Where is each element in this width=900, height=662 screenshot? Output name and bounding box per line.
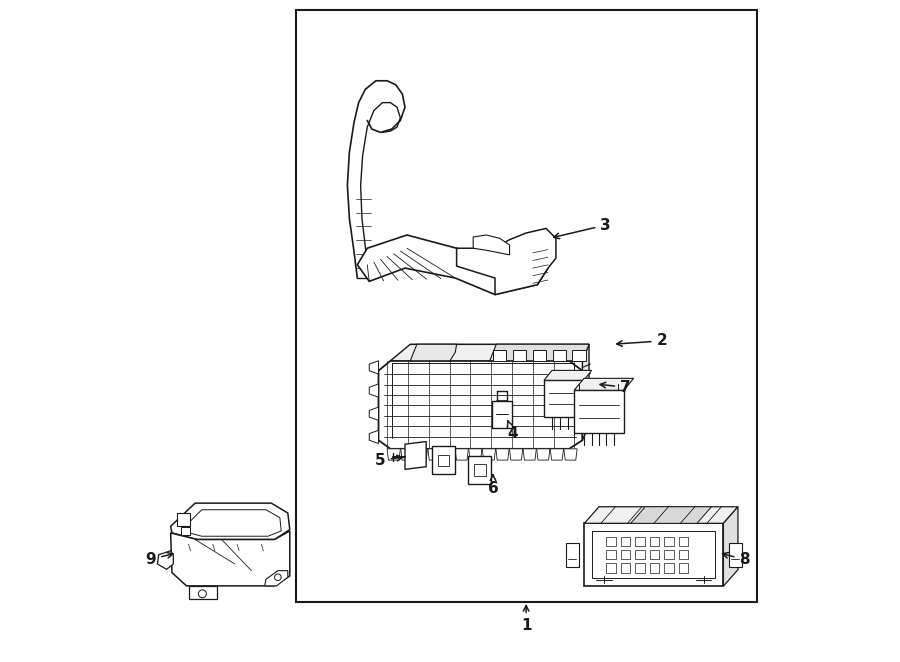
Bar [680, 537, 688, 546]
Polygon shape [357, 235, 548, 295]
Text: 7: 7 [600, 380, 631, 395]
Bar [621, 537, 630, 546]
Circle shape [198, 590, 206, 598]
Polygon shape [468, 456, 491, 484]
Bar [607, 537, 616, 546]
Polygon shape [405, 442, 427, 469]
Bar [621, 550, 630, 559]
Polygon shape [536, 449, 550, 460]
Polygon shape [572, 350, 586, 361]
Bar [607, 563, 616, 573]
Polygon shape [729, 543, 742, 567]
Text: 5: 5 [375, 453, 402, 467]
Bar [607, 550, 616, 559]
Polygon shape [455, 449, 468, 460]
Bar [635, 563, 644, 573]
Polygon shape [550, 449, 563, 460]
Polygon shape [513, 350, 526, 361]
Text: 2: 2 [616, 334, 667, 348]
Polygon shape [582, 344, 589, 440]
Polygon shape [456, 228, 556, 295]
Polygon shape [574, 379, 634, 391]
Text: 6: 6 [488, 475, 499, 496]
Polygon shape [391, 344, 589, 361]
Bar [664, 537, 674, 546]
Bar [680, 563, 688, 573]
Polygon shape [400, 449, 414, 460]
Polygon shape [491, 401, 511, 428]
Polygon shape [523, 449, 536, 460]
Polygon shape [544, 380, 584, 417]
Bar [635, 550, 644, 559]
Polygon shape [473, 235, 509, 255]
Polygon shape [171, 503, 290, 540]
Polygon shape [496, 449, 509, 460]
Polygon shape [171, 531, 290, 586]
Polygon shape [469, 449, 482, 460]
Polygon shape [442, 449, 454, 460]
Bar [181, 527, 191, 535]
Polygon shape [432, 446, 455, 474]
Bar [650, 563, 659, 573]
Polygon shape [584, 507, 738, 523]
Bar [650, 537, 659, 546]
Text: 9: 9 [146, 552, 173, 567]
Circle shape [274, 574, 281, 581]
Text: 4: 4 [508, 420, 518, 441]
Polygon shape [428, 449, 441, 460]
Text: 8: 8 [723, 552, 750, 567]
Polygon shape [369, 407, 379, 420]
Polygon shape [188, 586, 217, 599]
Polygon shape [574, 391, 624, 433]
Polygon shape [158, 551, 174, 569]
Polygon shape [387, 449, 400, 460]
Bar [664, 550, 674, 559]
Polygon shape [509, 449, 523, 460]
Polygon shape [410, 344, 456, 361]
Polygon shape [414, 449, 427, 460]
Polygon shape [533, 350, 546, 361]
Polygon shape [474, 465, 486, 475]
Polygon shape [369, 384, 379, 397]
Polygon shape [369, 430, 379, 444]
Polygon shape [564, 449, 577, 460]
Bar [621, 563, 630, 573]
Polygon shape [566, 543, 579, 567]
Bar [296, 10, 757, 602]
Polygon shape [437, 455, 449, 465]
Polygon shape [265, 571, 288, 586]
Bar [635, 537, 644, 546]
Polygon shape [724, 507, 738, 587]
Text: 3: 3 [554, 218, 611, 239]
Bar [650, 550, 659, 559]
Polygon shape [369, 361, 379, 374]
Polygon shape [493, 350, 507, 361]
Polygon shape [544, 370, 591, 380]
Polygon shape [584, 523, 724, 587]
Polygon shape [553, 350, 566, 361]
Polygon shape [482, 449, 496, 460]
Bar [680, 550, 688, 559]
Bar [664, 563, 674, 573]
Polygon shape [379, 361, 582, 449]
Polygon shape [490, 344, 589, 361]
Polygon shape [631, 507, 712, 523]
Bar [177, 513, 191, 526]
Text: 1: 1 [521, 606, 531, 633]
